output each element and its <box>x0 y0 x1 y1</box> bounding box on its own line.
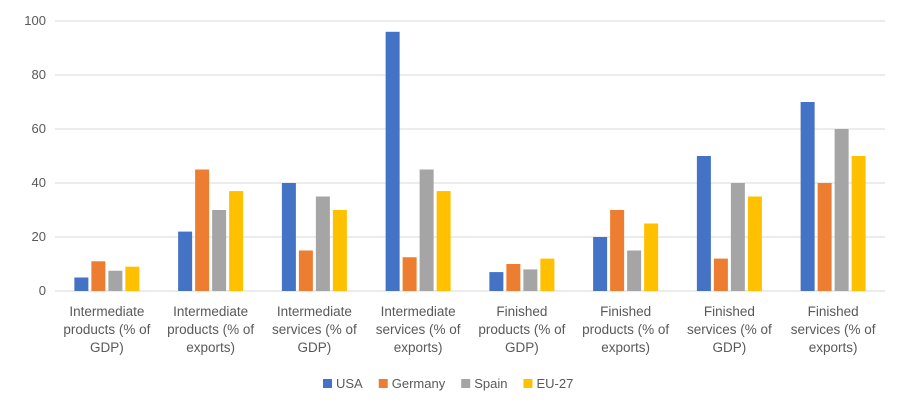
x-tick-label: GDP) <box>90 340 124 355</box>
bar-usa <box>281 183 296 291</box>
bar-spain <box>523 269 538 291</box>
x-tick-label: Finished <box>808 304 859 319</box>
bar-spain <box>419 169 434 291</box>
y-tick-label: 20 <box>32 229 46 244</box>
bar-germany <box>298 250 313 291</box>
x-tick-label: Intermediate <box>277 304 352 319</box>
bar-eu-27 <box>747 196 762 291</box>
x-tick-label: Intermediate <box>173 304 248 319</box>
bar-spain <box>834 129 849 291</box>
bar-germany <box>91 261 106 291</box>
x-tick-label: GDP) <box>505 340 539 355</box>
bar-germany <box>506 264 521 291</box>
bar-eu-27 <box>229 191 244 291</box>
x-tick-label: Finished <box>600 304 651 319</box>
y-tick-label: 80 <box>32 67 46 82</box>
bar-usa <box>385 31 400 292</box>
x-tick-label: services (% of <box>376 322 461 337</box>
x-tick-label: GDP) <box>298 340 332 355</box>
x-tick-label: exports) <box>394 340 443 355</box>
y-tick-label: 40 <box>32 175 46 190</box>
x-tick-label: exports) <box>186 340 235 355</box>
bar-eu-27 <box>125 266 140 291</box>
x-tick-label: products (% of <box>63 322 150 337</box>
bar-germany <box>195 169 210 291</box>
x-tick-label: Intermediate <box>381 304 456 319</box>
bar-eu-27 <box>332 210 347 291</box>
legend-label: EU-27 <box>536 376 573 391</box>
bar-spain <box>627 250 642 291</box>
bar-usa <box>489 272 504 291</box>
bar-eu-27 <box>851 156 866 291</box>
x-tick-label: exports) <box>809 340 858 355</box>
x-tick-label: GDP) <box>713 340 747 355</box>
bar-spain <box>730 183 745 291</box>
x-tick-label: services (% of <box>687 322 772 337</box>
y-tick-label: 0 <box>39 283 46 298</box>
x-tick-label: products (% of <box>582 322 669 337</box>
legend-label: Spain <box>474 376 507 391</box>
bar-usa <box>593 237 608 291</box>
legend-swatch <box>461 379 471 388</box>
bar-germany <box>817 183 832 291</box>
legend-swatch <box>378 379 388 388</box>
legend-label: USA <box>336 376 363 391</box>
x-tick-label: products (% of <box>167 322 254 337</box>
bar-eu-27 <box>436 191 451 291</box>
x-tick-label: Finished <box>496 304 547 319</box>
x-tick-label: Intermediate <box>69 304 144 319</box>
y-tick-label: 60 <box>32 121 46 136</box>
bar-usa <box>800 102 815 291</box>
bar-eu-27 <box>540 258 555 291</box>
bar-spain <box>108 270 123 291</box>
legend-swatch <box>523 379 533 388</box>
x-tick-label: services (% of <box>791 322 876 337</box>
bar-spain <box>315 196 330 291</box>
bar-eu-27 <box>644 223 659 291</box>
x-tick-label: exports) <box>601 340 650 355</box>
bar-usa <box>178 231 193 291</box>
bar-spain <box>212 210 227 291</box>
x-tick-label: products (% of <box>478 322 565 337</box>
bar-usa <box>696 156 711 291</box>
legend-swatch <box>323 379 332 388</box>
bar-usa <box>74 277 89 291</box>
bar-germany <box>610 210 625 291</box>
x-tick-label: services (% of <box>272 322 357 337</box>
bar-germany <box>402 257 417 291</box>
y-tick-label: 100 <box>24 13 46 28</box>
legend-label: Germany <box>392 376 446 391</box>
x-tick-label: Finished <box>704 304 755 319</box>
bar-germany <box>713 258 728 291</box>
